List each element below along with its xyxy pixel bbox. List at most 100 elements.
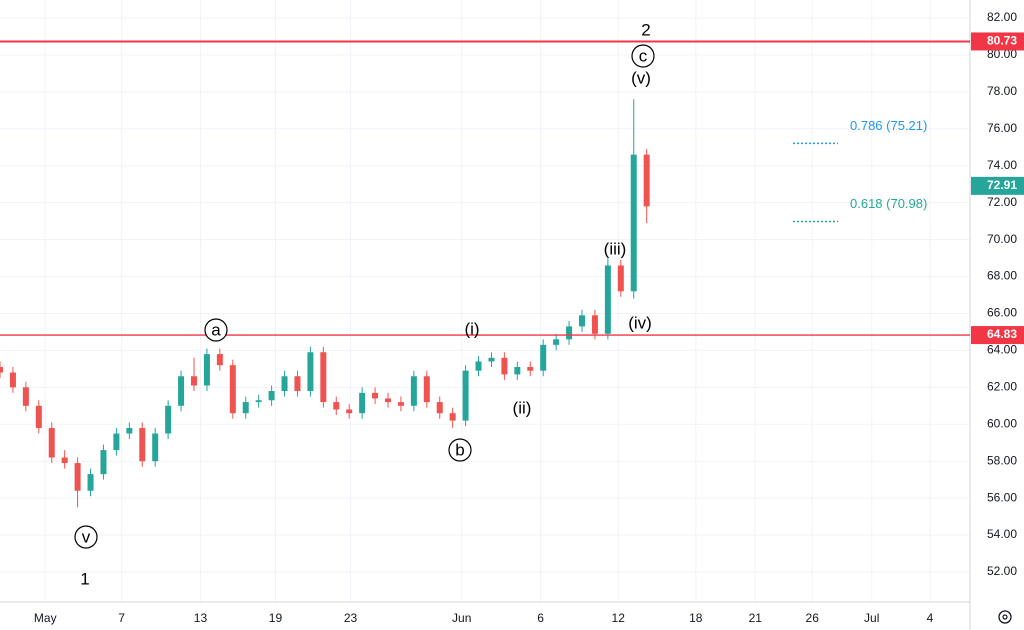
settings-icon-core[interactable] — [1002, 614, 1008, 620]
candle-body — [566, 326, 573, 340]
candle-body — [74, 463, 81, 491]
y-tick-label: 66.00 — [987, 306, 1017, 320]
x-tick-label: 18 — [689, 611, 703, 625]
y-tick-label: 76.00 — [987, 121, 1017, 135]
candle-body — [0, 367, 3, 373]
y-tick-label: 68.00 — [987, 269, 1017, 283]
candle-body — [48, 427, 55, 458]
y-tick-label: 78.00 — [987, 84, 1017, 98]
candle-body — [281, 376, 288, 392]
candle-body — [410, 376, 417, 406]
price-label: 80.73 — [987, 34, 1017, 48]
grid — [0, 0, 970, 602]
wave-label: b — [455, 440, 464, 459]
x-tick-label: May — [34, 611, 57, 625]
candle-body — [462, 370, 469, 421]
candle-body — [423, 376, 430, 403]
candle-body — [165, 405, 172, 434]
candle-body — [359, 392, 366, 414]
x-tick-label: 7 — [118, 611, 125, 625]
candle-body — [604, 265, 611, 334]
candle-body — [436, 402, 443, 414]
wave-circle — [631, 44, 655, 68]
candle-body — [178, 376, 185, 406]
y-tick-label: 70.00 — [987, 232, 1017, 246]
x-tick-label: 4 — [927, 611, 934, 625]
candle-body — [617, 265, 624, 292]
candle-body — [307, 352, 314, 392]
price-label-box — [971, 326, 1024, 345]
y-tick-label: 58.00 — [987, 453, 1017, 467]
x-tick-label: 6 — [537, 611, 544, 625]
last-price-label: 72.91 — [987, 178, 1017, 192]
candle-body — [643, 154, 650, 207]
y-tick-label: 74.00 — [987, 158, 1017, 172]
candle-body — [268, 391, 275, 401]
wave-label: c — [639, 46, 648, 65]
x-tick-label: 12 — [612, 611, 626, 625]
candle-body — [540, 344, 547, 371]
wave-label: (i) — [464, 319, 479, 338]
candle-body — [87, 474, 94, 491]
candle-body — [61, 457, 68, 464]
x-tick-label: 21 — [749, 611, 763, 625]
candle-body — [553, 339, 560, 345]
wave-label: (v) — [631, 68, 651, 87]
wave-label: (ii) — [513, 398, 532, 417]
candle-body — [488, 357, 495, 362]
candle-body — [191, 376, 197, 386]
candle-body — [242, 402, 249, 414]
wave-label: 1 — [80, 569, 89, 588]
wave-circle — [204, 318, 228, 342]
candle-body — [255, 400, 262, 403]
wave-label: (iv) — [628, 313, 652, 332]
x-tick-label: 19 — [269, 611, 283, 625]
candle-body — [630, 154, 637, 292]
candle-body — [113, 433, 120, 451]
candle-body — [35, 405, 42, 428]
wave-circle — [74, 525, 98, 549]
candle-body — [527, 367, 534, 371]
candle-body — [501, 357, 508, 375]
y-tick-label: 56.00 — [987, 490, 1017, 504]
candle-body — [22, 387, 29, 406]
candle-body — [397, 402, 404, 406]
x-tick-label: 13 — [194, 611, 208, 625]
candle-body — [579, 315, 585, 327]
candle-body — [333, 402, 340, 410]
candle-body — [320, 352, 327, 403]
wave-label: a — [211, 320, 221, 339]
candle-body — [591, 315, 598, 334]
x-tick-label: Jun — [452, 611, 471, 625]
candle-body — [216, 354, 223, 366]
candle-body — [100, 450, 107, 475]
y-tick-label: 52.00 — [987, 564, 1017, 578]
candle-body — [514, 367, 521, 375]
candle-body — [475, 361, 482, 371]
price-label: 64.83 — [987, 327, 1017, 341]
x-tick-label: 26 — [806, 611, 820, 625]
wave-label: 2 — [641, 20, 650, 39]
wave-circle — [448, 438, 472, 462]
y-tick-label: 72.00 — [987, 195, 1017, 209]
candle-body — [294, 376, 301, 392]
settings-icon[interactable] — [998, 610, 1012, 624]
y-tick-label: 82.00 — [987, 10, 1017, 24]
candle-body — [372, 392, 379, 399]
candle-body — [449, 413, 456, 421]
x-tick-label: Jul — [864, 611, 879, 625]
y-tick-label: 80.00 — [987, 47, 1017, 61]
y-tick-label: 60.00 — [987, 416, 1017, 430]
last-price-box — [971, 176, 1024, 195]
candle-body — [9, 372, 16, 388]
y-tick-label: 54.00 — [987, 527, 1017, 541]
fib-label: 0.618 (70.98) — [850, 196, 927, 211]
settings-button[interactable] — [998, 610, 1012, 624]
wave-label: (iii) — [604, 239, 627, 258]
candle-body — [139, 427, 146, 462]
y-tick-label: 64.00 — [987, 343, 1017, 357]
y-tick-label: 62.00 — [987, 380, 1017, 394]
candle-body — [203, 354, 210, 386]
candle-body — [346, 409, 353, 414]
